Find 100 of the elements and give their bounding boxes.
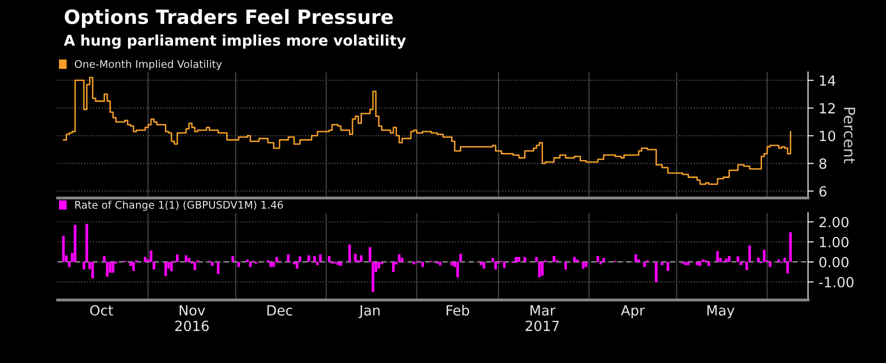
bar (514, 256, 518, 262)
x-tick-label: Mar 2017 (526, 305, 559, 332)
bar (398, 254, 401, 262)
bar (152, 262, 156, 270)
bar (789, 232, 792, 262)
bar (654, 262, 658, 282)
bar (643, 262, 646, 267)
bar (666, 262, 670, 271)
bar (456, 262, 459, 278)
bar (724, 258, 728, 262)
bar (716, 251, 719, 262)
bar (503, 262, 506, 268)
bar (360, 255, 363, 262)
bar (518, 256, 520, 262)
y-tick-label: -1.00 (819, 276, 854, 288)
bar (328, 256, 330, 262)
y-tick-label: 6 (819, 186, 826, 197)
bar (319, 254, 322, 262)
bar (377, 262, 380, 269)
bar (602, 258, 605, 262)
bar (176, 254, 179, 262)
bar (106, 262, 109, 277)
bar (272, 262, 275, 267)
bar (768, 262, 772, 267)
y-tick-label: 14 (820, 76, 836, 86)
bar (762, 250, 766, 262)
bar (91, 262, 94, 278)
y-tick-label: 12 (820, 103, 835, 114)
bar (491, 258, 494, 262)
bar (348, 244, 351, 262)
bar (400, 258, 404, 262)
bar (450, 262, 454, 266)
bar (150, 250, 152, 262)
bar (194, 262, 196, 270)
bar (584, 262, 588, 267)
x-tick-label: Dec (267, 305, 292, 316)
bar (216, 262, 220, 274)
bar (68, 262, 71, 267)
bar (211, 262, 214, 266)
x-tick-label: Oct (90, 305, 114, 316)
bar (634, 254, 638, 262)
bar (132, 262, 135, 271)
bar (231, 256, 234, 262)
bar (248, 262, 252, 267)
bar (286, 254, 290, 262)
bar (482, 262, 486, 269)
bar (438, 262, 442, 266)
bar (540, 262, 544, 276)
bar (82, 262, 86, 270)
bar (144, 256, 147, 262)
bar (307, 255, 310, 262)
bar (783, 258, 786, 262)
legend-label: Rate of Change 1(1) (GBPUSDV1M) 1.46 (75, 200, 283, 211)
bar (62, 236, 65, 262)
bar (698, 262, 702, 266)
bar (292, 262, 296, 264)
bar (112, 262, 114, 273)
bar (170, 262, 173, 272)
bar (380, 262, 384, 264)
bar (736, 256, 740, 262)
chart-subtitle: A hung parliament implies more volatility (64, 34, 406, 49)
bar (313, 256, 316, 262)
bar (298, 256, 302, 262)
bar (354, 254, 357, 262)
bar (564, 262, 567, 270)
bar (573, 256, 576, 262)
bar (368, 247, 372, 262)
bar (538, 262, 541, 278)
bar (296, 262, 298, 269)
chart-title: Options Traders Feel Pressure (64, 9, 393, 28)
y-tick-label: 1.00 (820, 236, 848, 248)
bar (596, 256, 600, 262)
bar (745, 262, 748, 270)
bar (728, 256, 731, 262)
bar (459, 254, 462, 262)
x-tick-label: May (707, 305, 734, 318)
bar (392, 262, 395, 272)
y-tick-label: 2.00 (819, 216, 848, 228)
x-tick-label: Nov 2016 (175, 305, 209, 332)
bar (786, 262, 789, 274)
y-tick-label: 8 (819, 158, 826, 169)
bar (74, 224, 76, 262)
bar (412, 262, 416, 264)
bar (494, 262, 497, 270)
bar (316, 262, 319, 266)
bar (480, 262, 482, 266)
bar (372, 262, 374, 292)
bar (748, 246, 751, 262)
bar (757, 258, 760, 262)
bar (582, 262, 585, 269)
bar (421, 262, 424, 267)
bar (340, 262, 342, 266)
bar (707, 262, 710, 266)
bar (237, 262, 240, 267)
bar (184, 255, 188, 262)
y-axis-title: Percent (844, 108, 856, 164)
bar (523, 256, 526, 262)
y-tick-label: 0.00 (819, 256, 848, 268)
bar (102, 256, 106, 262)
bar (660, 262, 664, 266)
